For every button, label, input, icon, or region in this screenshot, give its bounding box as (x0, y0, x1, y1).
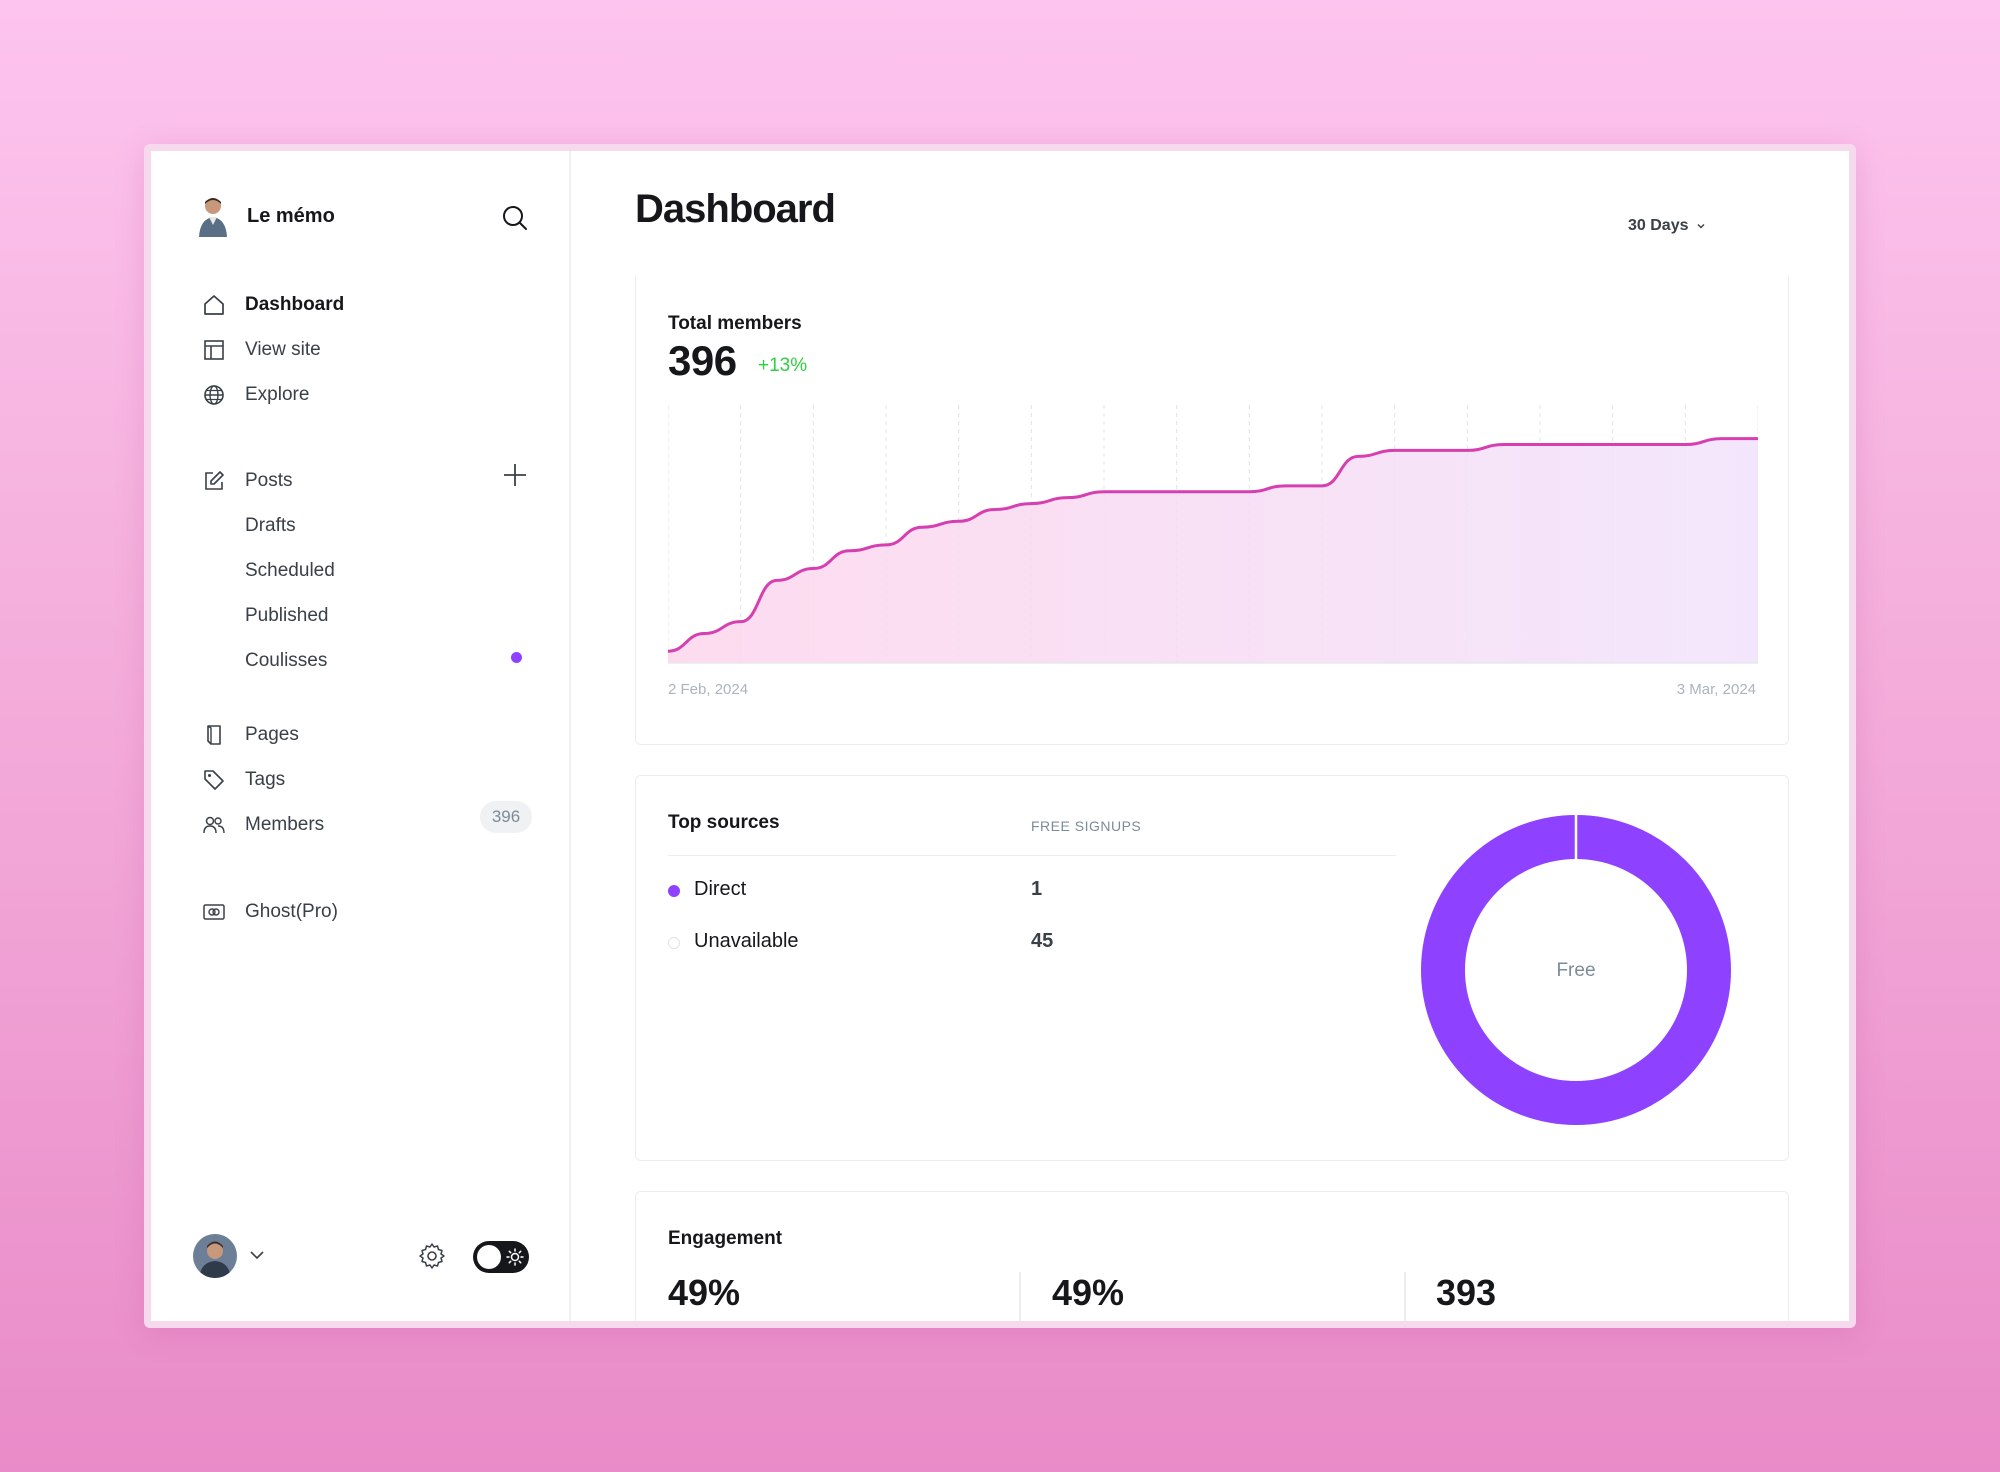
user-avatar[interactable] (193, 1234, 237, 1278)
main-content: Dashboard 30 Days Total members 396 +13% (571, 151, 1849, 1321)
ghost-pro-icon (203, 904, 225, 920)
sidebar-item-explore[interactable]: Explore (201, 380, 309, 410)
members-icon (203, 816, 225, 834)
total-members-value: 396 (668, 337, 737, 384)
total-members-card: Total members 396 +13% 2 Feb, 2024 3 Mar… (635, 275, 1789, 745)
sidebar-item-tags[interactable]: Tags (201, 765, 285, 795)
top-sources-card: Top sources FREE SIGNUPS Direct 1 Unavai… (635, 775, 1789, 1161)
source-value: 1 (1031, 878, 1043, 900)
card-title: Engagement (668, 1228, 783, 1249)
sidebar-item-label: Tags (245, 769, 286, 790)
sidebar: Le mémo Dashboard View site Explore Post… (151, 151, 571, 1321)
sidebar-item-label: Pages (245, 724, 299, 745)
donut-center-label: Free (1556, 960, 1595, 981)
brand-name: Le mémo (247, 204, 335, 227)
sidebar-item-ghost-pro[interactable]: Ghost(Pro) (201, 897, 338, 927)
toggle-knob (477, 1245, 501, 1269)
chart-start-date: 2 Feb, 2024 (668, 681, 749, 698)
sidebar-item-label: Posts (245, 470, 293, 491)
table-row[interactable]: Unavailable 45 (668, 928, 1168, 958)
unread-indicator (511, 652, 522, 663)
sources-donut-chart[interactable]: Free (1418, 812, 1734, 1128)
source-value: 45 (1031, 930, 1054, 952)
home-icon (204, 295, 224, 315)
members-delta: +13% (758, 355, 808, 376)
sidebar-item-label: Ghost(Pro) (245, 901, 338, 922)
card-title: Top sources (668, 812, 780, 833)
globe-icon (204, 385, 224, 405)
chevron-down-icon (1697, 224, 1704, 229)
card-title: Total members (668, 313, 802, 334)
sidebar-item-label: Dashboard (245, 294, 345, 315)
edit-icon (205, 471, 224, 490)
sidebar-item-label: View site (245, 339, 321, 360)
sidebar-item-label: Members (245, 814, 325, 835)
sidebar-item-pages[interactable]: Pages (201, 720, 299, 750)
new-post-button[interactable] (501, 461, 529, 489)
sidebar-item-label: Explore (245, 384, 310, 405)
sidebar-item-members[interactable]: Members (201, 810, 324, 840)
date-range-select[interactable]: 30 Days (1628, 217, 1707, 235)
gear-icon (419, 1243, 445, 1269)
chart-area (668, 438, 1758, 663)
search-icon (503, 206, 527, 230)
metric-divider (1404, 1272, 1406, 1321)
column-header-free-signups: FREE SIGNUPS (1031, 818, 1142, 834)
theme-toggle[interactable] (473, 1241, 529, 1273)
app-window: Le mémo Dashboard View site Explore Post… (144, 144, 1856, 1328)
engagement-metric-2: 49% (1052, 1272, 1125, 1313)
settings-button[interactable] (417, 1241, 447, 1271)
sun-icon (506, 1248, 524, 1266)
sources-table-header: Top sources (668, 812, 1396, 856)
sidebar-item-scheduled[interactable]: Scheduled (245, 560, 335, 581)
sidebar-item-posts[interactable]: Posts (201, 466, 293, 496)
chart-end-date: 3 Mar, 2024 (1676, 681, 1756, 698)
chevron-down-icon (250, 1251, 264, 1260)
sidebar-item-drafts[interactable]: Drafts (245, 515, 296, 536)
source-color-dot (668, 885, 680, 897)
metric-divider (1019, 1272, 1021, 1321)
members-area-chart[interactable] (668, 405, 1758, 675)
sidebar-item-published[interactable]: Published (245, 605, 329, 626)
engagement-metric-3: 393 (1436, 1272, 1497, 1313)
table-row[interactable]: Direct 1 (668, 876, 1168, 906)
plus-icon (504, 464, 526, 486)
chart-line (668, 437, 1758, 653)
engagement-metric-1: 49% (668, 1272, 741, 1313)
brand-logo (196, 195, 230, 237)
sidebar-item-view-site[interactable]: View site (201, 335, 321, 365)
sidebar-item-dashboard[interactable]: Dashboard (201, 290, 344, 320)
source-name: Unavailable (694, 930, 799, 952)
members-count-badge: 396 (480, 801, 532, 833)
user-menu-button[interactable] (247, 1245, 267, 1265)
source-name: Direct (694, 878, 747, 900)
engagement-card: Engagement 49% 49% 393 (635, 1191, 1789, 1321)
brand[interactable]: Le mémo (196, 195, 335, 237)
layout-icon (204, 340, 224, 360)
pages-icon (207, 725, 221, 745)
page-title: Dashboard (635, 187, 836, 231)
tag-icon (204, 770, 224, 790)
source-color-dot (668, 937, 680, 949)
sidebar-item-coulisses[interactable]: Coulisses (245, 650, 328, 671)
date-range-label: 30 Days (1628, 217, 1689, 234)
search-button[interactable] (500, 203, 530, 233)
